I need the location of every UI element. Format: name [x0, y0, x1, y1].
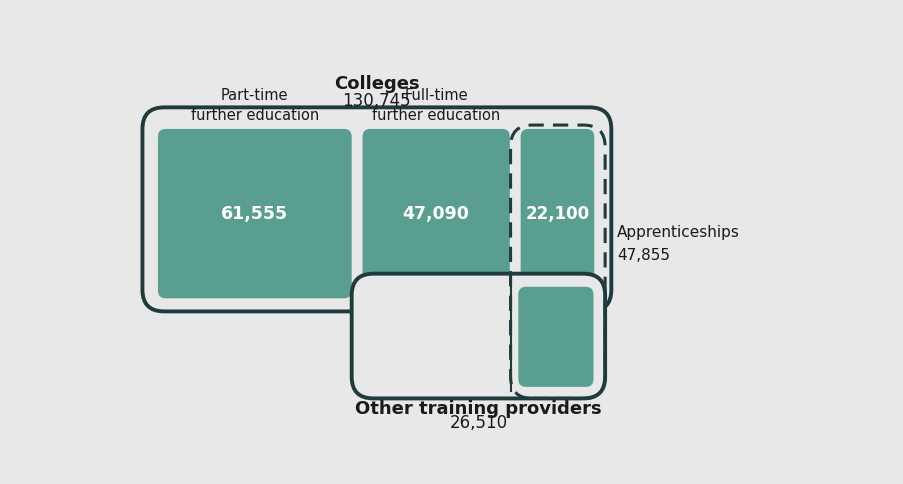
Text: 22,100: 22,100	[525, 205, 589, 223]
Text: Other work-based
learning
510: Other work-based learning 510	[365, 309, 497, 363]
Text: 61,555: 61,555	[221, 205, 288, 223]
Text: 26,005: 26,005	[524, 328, 587, 346]
Text: Colleges: Colleges	[333, 75, 419, 93]
Text: 47,090: 47,090	[403, 205, 469, 223]
FancyBboxPatch shape	[362, 129, 509, 298]
Text: Other training providers: Other training providers	[355, 400, 601, 418]
Text: 130,745: 130,745	[342, 92, 410, 110]
Text: 47,855: 47,855	[616, 248, 669, 263]
FancyBboxPatch shape	[517, 287, 593, 387]
Text: Part-time
further education: Part-time further education	[191, 88, 319, 123]
Text: Apprenticeships: Apprenticeships	[616, 225, 739, 240]
FancyBboxPatch shape	[158, 129, 351, 298]
FancyBboxPatch shape	[520, 129, 593, 298]
Text: Full-time
further education: Full-time further education	[372, 88, 499, 123]
Text: 26,510: 26,510	[449, 414, 507, 432]
FancyBboxPatch shape	[351, 273, 604, 398]
FancyBboxPatch shape	[143, 107, 610, 311]
